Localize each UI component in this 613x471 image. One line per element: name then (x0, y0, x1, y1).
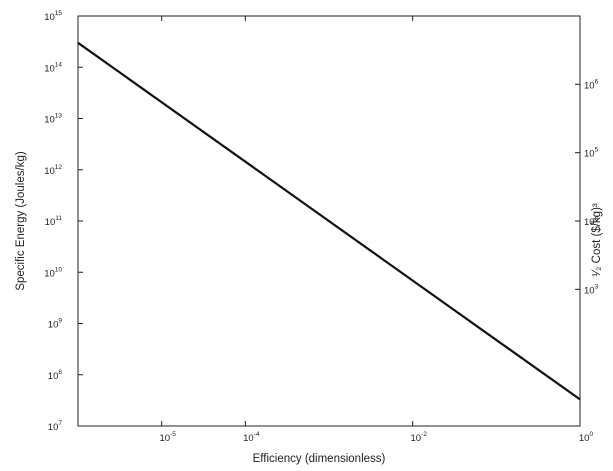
y-tick-label: 1014 (44, 61, 62, 74)
y2-tick-label: 106 (584, 78, 599, 91)
x-tick-label: 10-4 (243, 431, 260, 444)
x-tick-labels: 10-5 10-4 10-2 100 (159, 431, 593, 444)
y-tick-label: 1012 (44, 164, 62, 177)
y-tick-label: 1011 (45, 215, 63, 228)
y-tick-label: 1010 (44, 266, 62, 279)
y2-tick-labels: 103 104 105 106 (584, 78, 599, 296)
y-tick-label: 1015 (44, 10, 62, 23)
y-tick-labels: 107 108 109 1010 1011 1012 1013 1014 1015 (44, 10, 62, 433)
series-layer (77, 41, 581, 401)
y2-tick-label: 104 (584, 215, 599, 228)
y-tick-label: 108 (48, 369, 63, 382)
y2-tick-label: 105 (584, 147, 599, 160)
x-tick-label: 10-5 (159, 431, 176, 444)
y-axis-label: Specific Energy (Joules/kg) (15, 151, 27, 291)
tick-marks (78, 15, 581, 427)
y2-tick-label: 103 (584, 283, 599, 296)
y-tick-label: 109 (48, 318, 63, 331)
x-tick-label: 10-2 (410, 431, 427, 444)
series-line (77, 41, 581, 401)
x-axis-label: Efficiency (dimensionless) (253, 453, 386, 465)
x-tick-label: 100 (579, 431, 594, 444)
y-tick-label: 1013 (44, 113, 62, 126)
y2-axis-label: ¹⁄₂ Cost ($/kg)³ (591, 203, 603, 277)
y-tick-label: 107 (48, 420, 63, 433)
